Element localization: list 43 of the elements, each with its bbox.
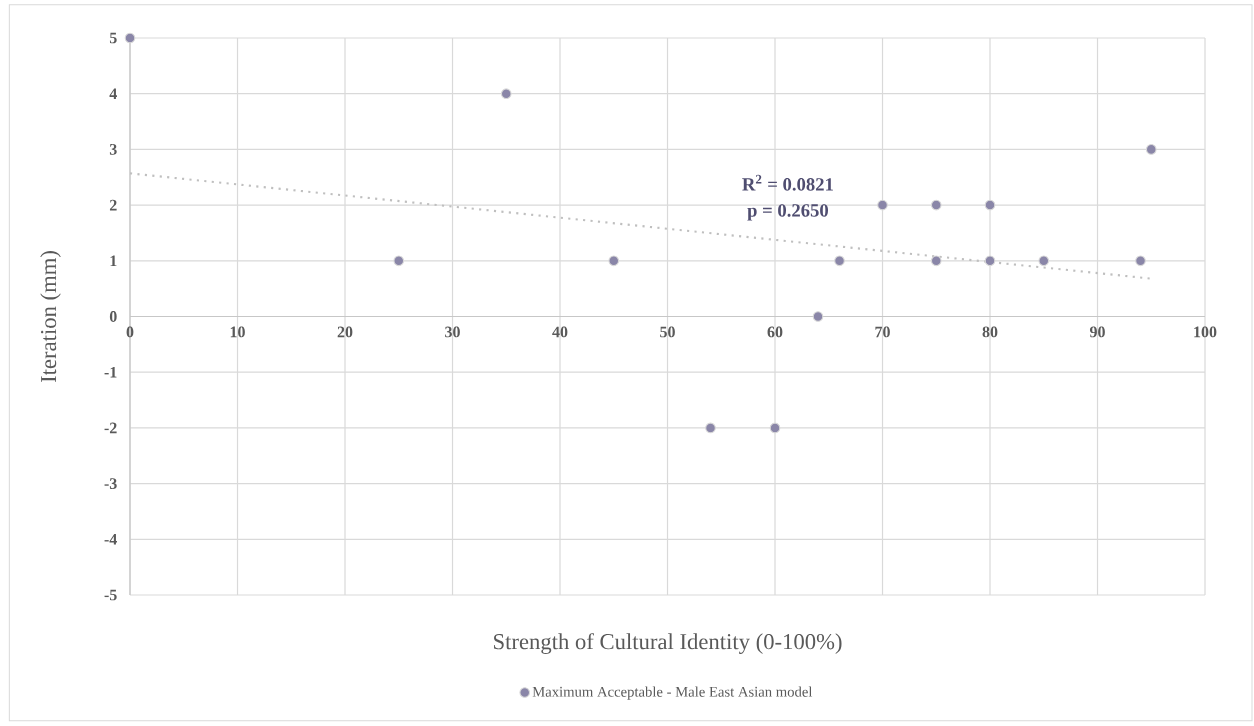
y-tick-label: -3	[104, 478, 117, 489]
y-axis-title: Iteration (mm)	[40, 251, 61, 383]
x-tick-label: 70	[875, 326, 890, 338]
point	[984, 199, 996, 211]
point	[608, 255, 620, 267]
point	[393, 255, 405, 267]
y-tick-label: -1	[104, 366, 117, 378]
legend-label: Maximum Acceptable - Male East Asian model	[532, 686, 813, 700]
point	[1135, 255, 1146, 267]
point	[812, 311, 824, 322]
y-tick-label: -5	[104, 589, 117, 601]
y-tick-label: 0	[109, 311, 117, 322]
point	[930, 199, 942, 211]
y-tick-label: 2	[109, 199, 117, 211]
x-tick-label: 100	[1194, 326, 1217, 338]
y-tick-label: -4	[104, 534, 117, 545]
y-tick-label: 3	[109, 144, 117, 155]
x-tick-label: 40	[552, 326, 568, 338]
point	[877, 199, 888, 211]
point	[834, 255, 845, 267]
point	[500, 88, 512, 100]
point	[769, 422, 781, 434]
x-tick-label: 50	[660, 326, 675, 338]
point	[1145, 144, 1157, 155]
x-tick-label: 10	[230, 326, 245, 338]
point	[1038, 255, 1050, 267]
y-tick-label: 1	[110, 255, 117, 267]
point	[124, 32, 136, 44]
x-tick-label: 80	[982, 326, 998, 338]
point	[984, 255, 996, 267]
y-tick-label: -2	[104, 422, 117, 434]
annotation: R$^{2}$ = 0.0821	[742, 174, 833, 191]
x-tick-label: 20	[337, 326, 353, 338]
x-axis-title: Strength of Cultural Identity (0-100%)	[494, 633, 842, 654]
point	[705, 422, 716, 434]
y-tick-label: 4	[109, 88, 117, 99]
x-tick-label: 90	[1089, 326, 1105, 338]
annotation: p = 0.2650	[747, 204, 829, 221]
point	[930, 255, 942, 267]
x-tick-label: 0	[126, 326, 134, 338]
x-tick-label: 60	[767, 326, 783, 338]
y-tick-label: 5	[109, 32, 117, 44]
x-tick-label: 30	[445, 326, 460, 338]
